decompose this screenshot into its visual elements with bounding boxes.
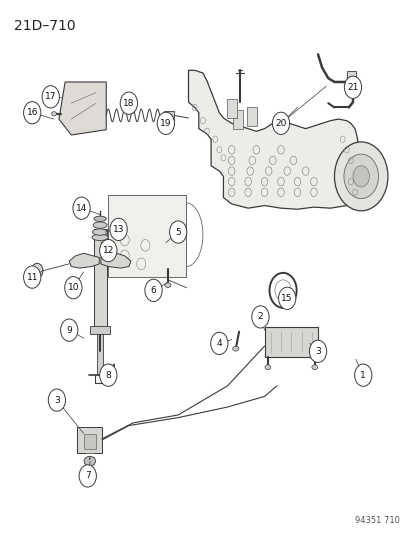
Text: 3: 3 (54, 395, 59, 405)
Circle shape (73, 197, 90, 219)
Text: 21D–710: 21D–710 (14, 19, 75, 34)
Text: 16: 16 (26, 108, 38, 117)
Bar (233, 110, 242, 128)
Bar (164, 111, 174, 119)
Ellipse shape (232, 346, 238, 351)
Circle shape (24, 102, 41, 124)
Text: 7: 7 (85, 471, 90, 480)
Text: 15: 15 (281, 294, 292, 303)
Circle shape (100, 364, 116, 386)
Polygon shape (188, 70, 362, 209)
Bar (108, 195, 186, 277)
Circle shape (110, 218, 127, 240)
Bar (93, 229, 107, 327)
Circle shape (60, 319, 78, 341)
Bar (346, 71, 355, 81)
Bar (77, 426, 102, 453)
Circle shape (48, 389, 65, 411)
Circle shape (24, 266, 41, 288)
Circle shape (145, 279, 162, 302)
Text: 21: 21 (347, 83, 358, 92)
Text: 14: 14 (76, 204, 87, 213)
Bar (83, 434, 96, 449)
Text: 8: 8 (105, 370, 111, 379)
Circle shape (31, 263, 43, 278)
Ellipse shape (52, 112, 56, 116)
Text: 11: 11 (26, 272, 38, 281)
Text: 5: 5 (175, 228, 180, 237)
Ellipse shape (94, 216, 106, 221)
Circle shape (120, 92, 137, 114)
Bar (97, 334, 103, 375)
Circle shape (157, 112, 174, 134)
Ellipse shape (92, 229, 107, 235)
Circle shape (64, 277, 82, 299)
Circle shape (354, 364, 371, 386)
Circle shape (309, 340, 326, 362)
Polygon shape (69, 253, 99, 268)
Circle shape (334, 142, 387, 211)
Text: 10: 10 (67, 283, 79, 292)
Circle shape (89, 457, 90, 459)
Text: 20: 20 (275, 119, 286, 128)
Circle shape (352, 166, 368, 187)
Ellipse shape (164, 282, 171, 287)
Bar (226, 100, 236, 118)
Ellipse shape (93, 222, 107, 228)
Text: 13: 13 (113, 225, 124, 234)
Ellipse shape (84, 456, 95, 466)
Text: 19: 19 (160, 119, 171, 128)
Bar (247, 108, 256, 126)
Circle shape (278, 287, 295, 310)
Circle shape (100, 239, 116, 262)
Circle shape (251, 306, 268, 328)
Text: 94351 710: 94351 710 (354, 516, 399, 525)
Text: 3: 3 (314, 347, 320, 356)
Text: 6: 6 (150, 286, 156, 295)
Ellipse shape (106, 378, 112, 383)
Text: 12: 12 (102, 246, 114, 255)
Text: 18: 18 (123, 99, 134, 108)
Text: 1: 1 (360, 370, 365, 379)
Bar (264, 327, 317, 357)
Text: 4: 4 (216, 339, 222, 348)
Text: 9: 9 (66, 326, 72, 335)
Ellipse shape (264, 365, 270, 369)
Polygon shape (101, 253, 131, 268)
Circle shape (344, 76, 361, 99)
Circle shape (272, 112, 289, 134)
Circle shape (79, 465, 96, 487)
Circle shape (169, 221, 186, 243)
Bar (90, 326, 110, 334)
Circle shape (343, 154, 377, 199)
Ellipse shape (311, 365, 317, 369)
Text: 2: 2 (257, 312, 263, 321)
Polygon shape (59, 82, 106, 135)
Text: 17: 17 (45, 92, 56, 101)
Ellipse shape (92, 234, 108, 240)
Circle shape (42, 86, 59, 108)
Circle shape (210, 332, 228, 354)
